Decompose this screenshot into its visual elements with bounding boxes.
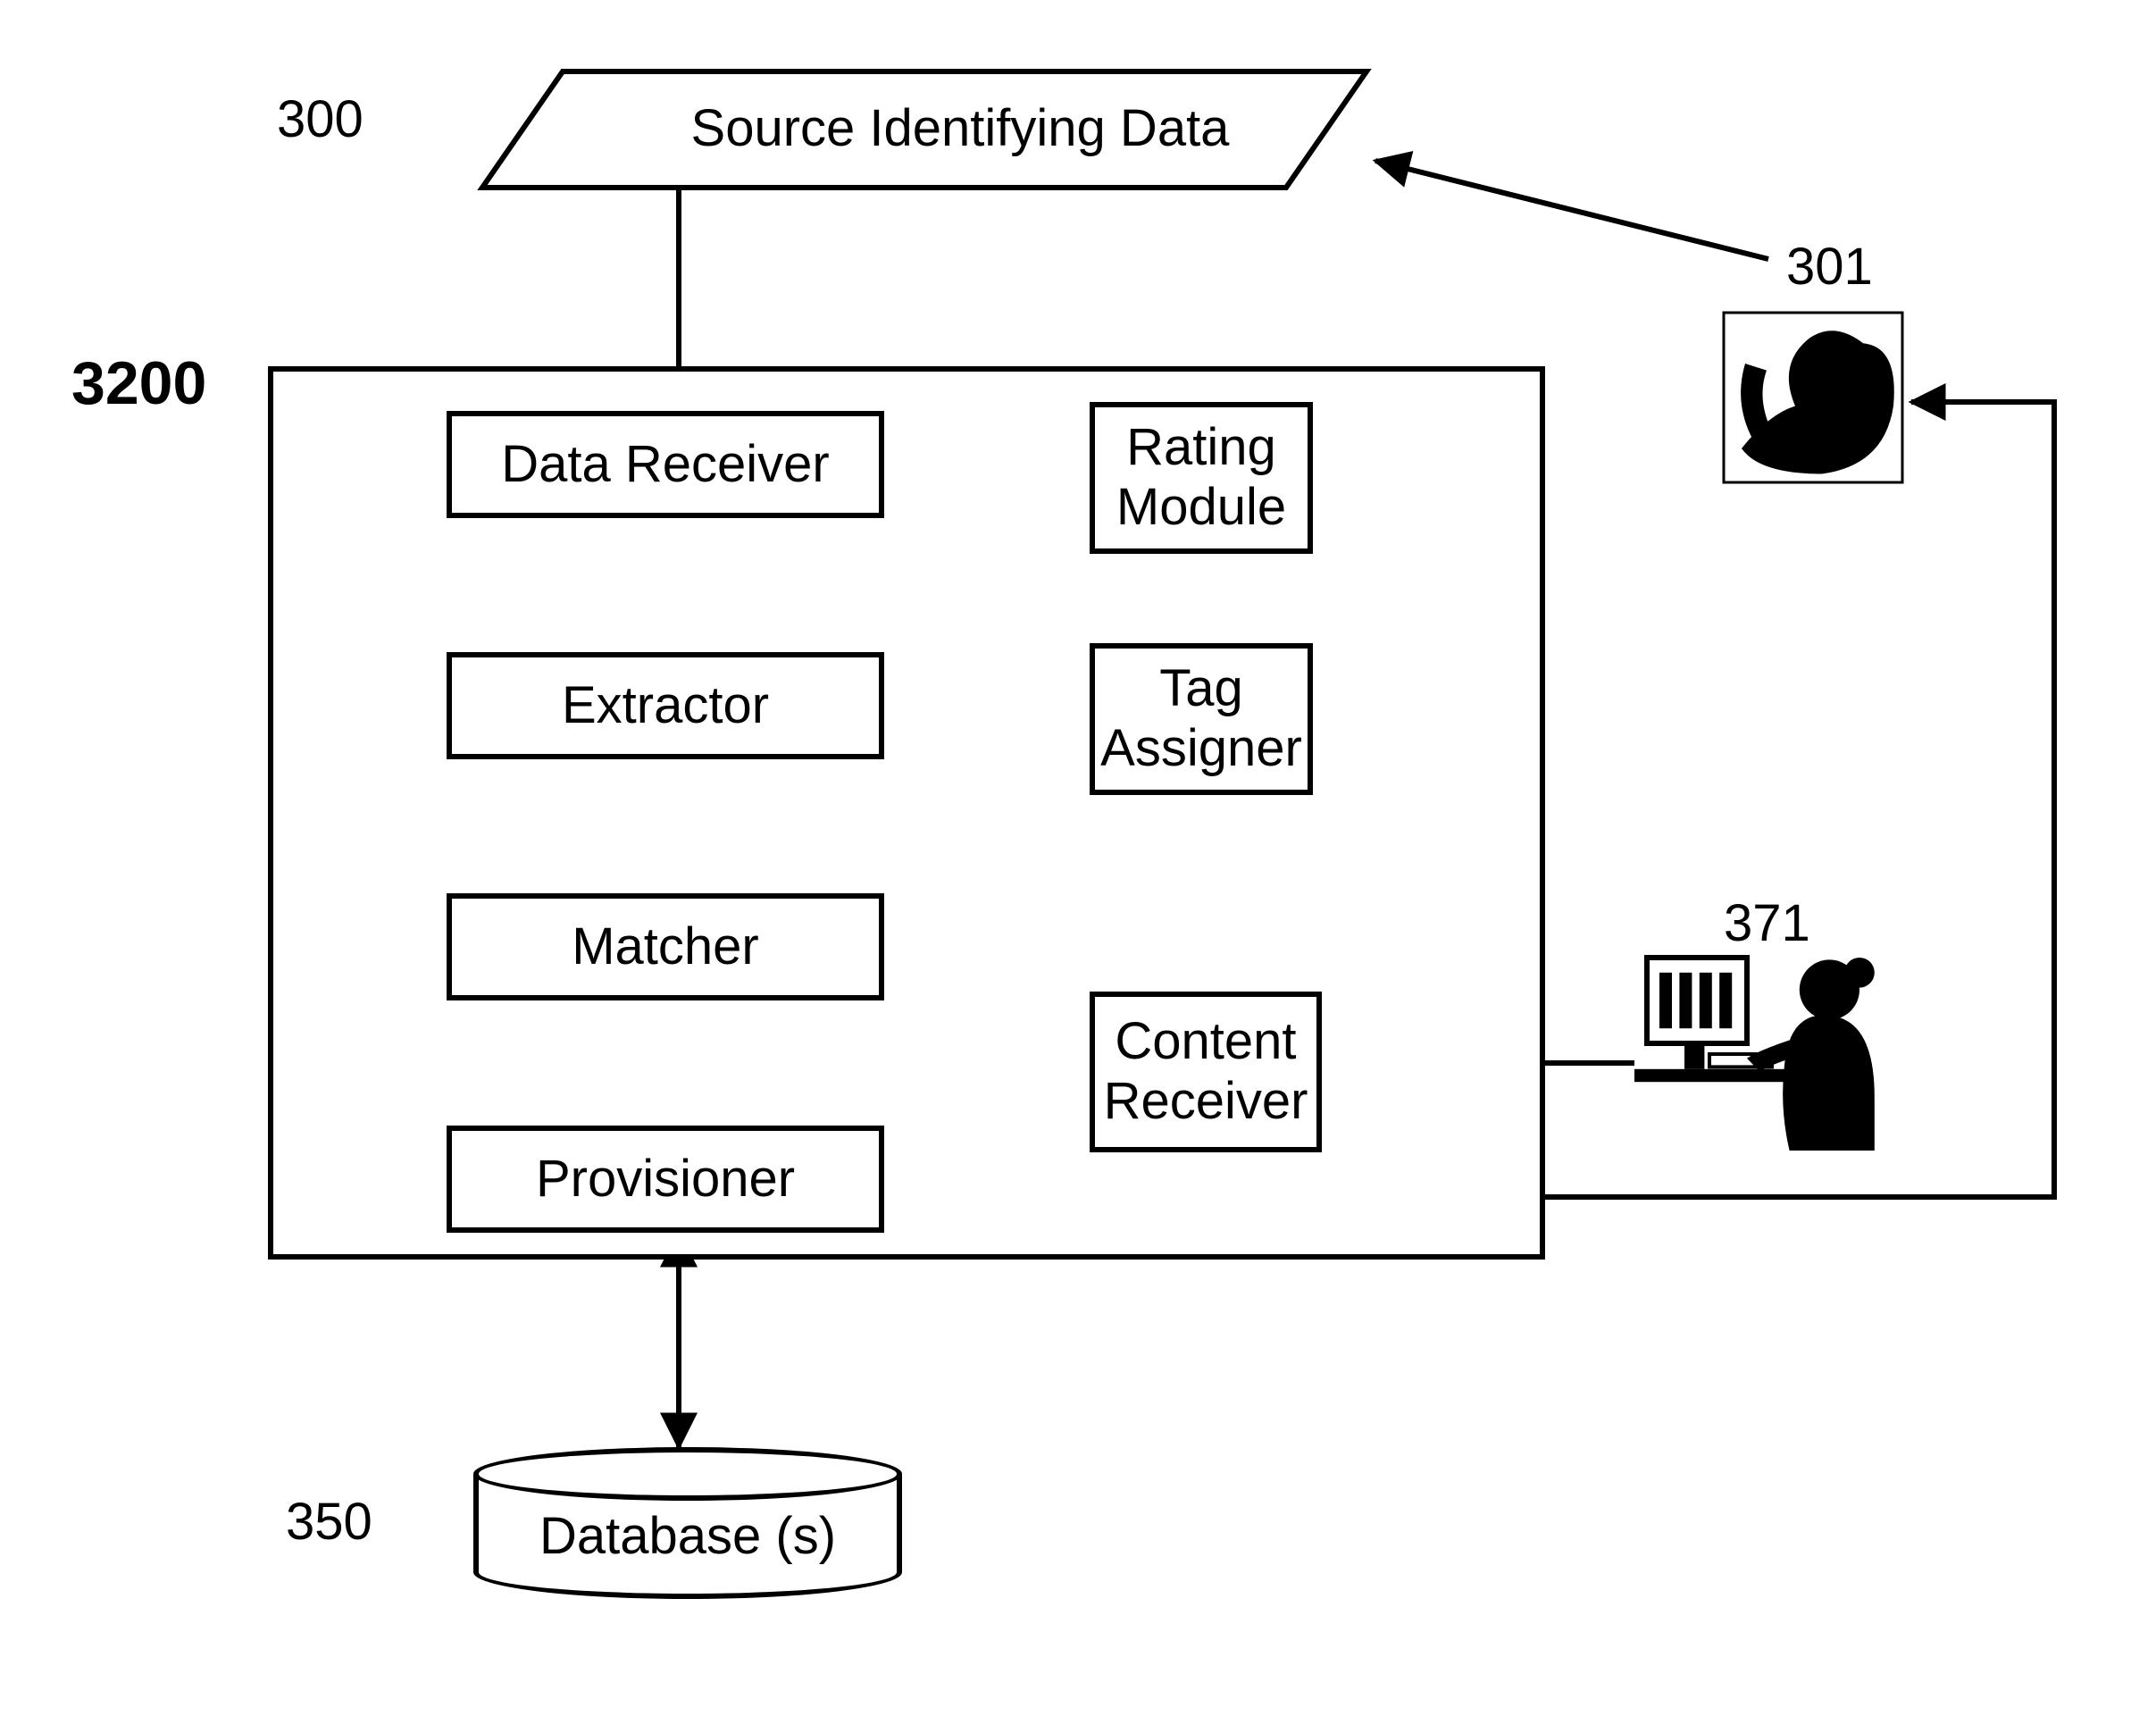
cylinder-top-ellipse bbox=[473, 1447, 902, 1501]
node-data-receiver: Data Receiver bbox=[447, 411, 884, 518]
node-data-receiver-label: Data Receiver bbox=[501, 435, 829, 495]
edge-r301-to-source bbox=[1375, 161, 1768, 259]
ref-371: 371 bbox=[1724, 893, 1810, 953]
node-extractor: Extractor bbox=[447, 652, 884, 759]
node-source-label: Source Identifying Data bbox=[545, 98, 1375, 158]
node-database-label: Database (s) bbox=[473, 1506, 902, 1566]
ref-300: 300 bbox=[277, 89, 364, 149]
computer-person-icon bbox=[1634, 958, 1875, 1151]
node-rating-module: Rating Module bbox=[1090, 402, 1313, 554]
node-matcher-label: Matcher bbox=[572, 917, 759, 977]
ref-3200: 3200 bbox=[71, 348, 206, 418]
node-tag-assigner: Tag Assigner bbox=[1090, 643, 1313, 795]
node-tag-assigner-label: Tag Assigner bbox=[1100, 659, 1302, 778]
node-content-receiver-label: Content Receiver bbox=[1104, 1012, 1308, 1131]
ref-350: 350 bbox=[286, 1492, 372, 1552]
node-provisioner: Provisioner bbox=[447, 1126, 884, 1233]
ref-301: 301 bbox=[1786, 237, 1873, 297]
node-database-cylinder: Database (s) bbox=[473, 1447, 902, 1599]
telephone-person-icon bbox=[1724, 313, 1902, 482]
node-matcher: Matcher bbox=[447, 893, 884, 1000]
node-content-receiver: Content Receiver bbox=[1090, 992, 1322, 1152]
node-extractor-label: Extractor bbox=[562, 676, 769, 736]
node-provisioner-label: Provisioner bbox=[536, 1150, 795, 1210]
node-rating-module-label: Rating Module bbox=[1116, 418, 1286, 537]
